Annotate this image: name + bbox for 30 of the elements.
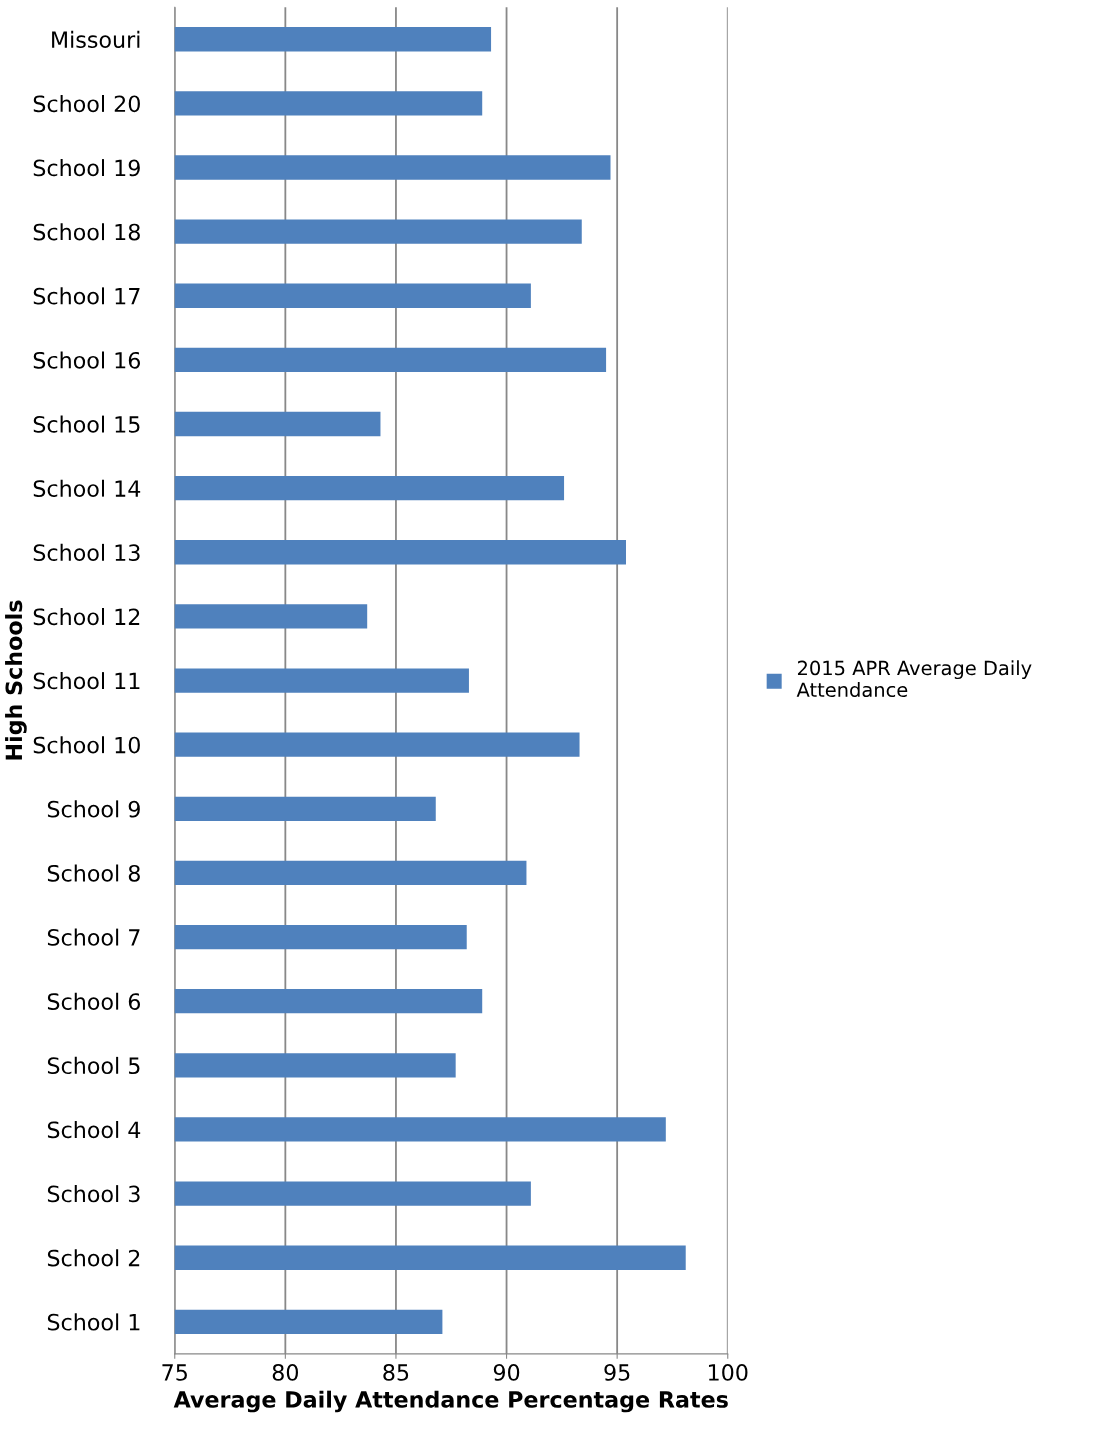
y-tick-label: School 1 — [47, 1313, 140, 1331]
y-tick-label: School 7 — [47, 928, 140, 946]
y-tick-label: School 13 — [33, 543, 140, 562]
y-tick-label: School 16 — [33, 351, 141, 369]
y-tick-label: School 19 — [33, 159, 140, 177]
y-tick-label: School 17 — [33, 287, 140, 305]
y-tick-label: School 9 — [47, 800, 140, 818]
y-tick-label: School 5 — [47, 1056, 140, 1075]
x-tick-label: 75 — [162, 1364, 187, 1381]
y-tick-label: School 10 — [33, 736, 140, 754]
y-tick-label: School 18 — [33, 223, 140, 241]
legend-label: 2015 APR Average Daily Attendance — [796, 660, 1032, 698]
x-tick-label: 95 — [604, 1363, 630, 1381]
y-tick-label: School 20 — [33, 94, 140, 113]
y-tick-label: School 2 — [47, 1249, 140, 1267]
y-tick-label: School 8 — [47, 864, 140, 882]
x-tick-label: 85 — [383, 1363, 409, 1381]
y-tick-label: Missouri — [52, 30, 140, 49]
x-tick-label: 80 — [272, 1363, 299, 1381]
y-tick-label: School 11 — [33, 672, 140, 690]
y-tick-label: School 15 — [33, 415, 140, 433]
x-tick-label: 100 — [708, 1363, 748, 1381]
y-tick-label: School 3 — [47, 1185, 140, 1203]
y-axis-title: High Schools — [5, 600, 27, 760]
y-tick-label: School 12 — [33, 607, 140, 626]
x-axis-title: Average Daily Attendance Percentage Rates — [173, 1390, 728, 1413]
y-tick-label: School 6 — [47, 992, 141, 1010]
x-tick-label: 90 — [493, 1363, 520, 1381]
y-tick-label: School 14 — [33, 479, 141, 497]
y-tick-label: School 4 — [47, 1121, 141, 1139]
